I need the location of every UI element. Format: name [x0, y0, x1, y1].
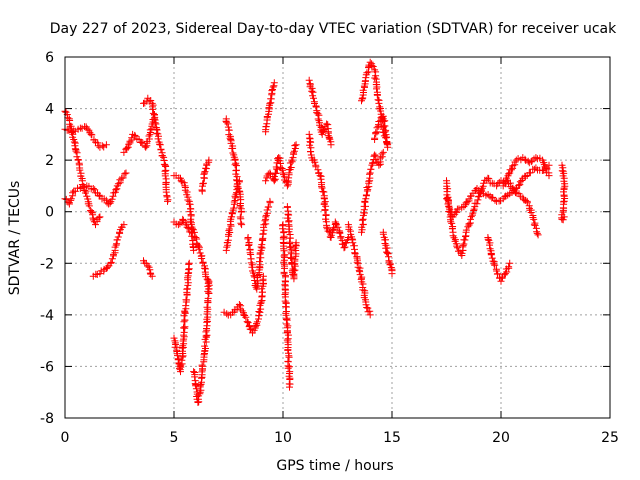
data-track [558, 161, 569, 224]
data-point-markers [190, 277, 213, 406]
data-point-markers [198, 156, 213, 195]
data-point-markers [484, 234, 514, 285]
data-point-markers [499, 154, 553, 190]
data-track [279, 221, 294, 391]
data-track [222, 177, 243, 254]
x-tick-label: 15 [383, 430, 401, 446]
data-track [305, 130, 352, 252]
data-point-markers [443, 161, 553, 221]
data-point-markers [379, 228, 396, 278]
data-track [120, 115, 158, 156]
x-tick-label: 10 [274, 430, 292, 446]
data-point-markers [358, 148, 387, 236]
data-track [344, 221, 374, 319]
grid-lines [65, 57, 610, 418]
data-track [170, 215, 198, 254]
data-track [305, 76, 335, 149]
data-point-markers [305, 130, 352, 252]
data-point-markers [558, 161, 569, 224]
data-points [61, 58, 569, 406]
data-track [140, 257, 156, 280]
data-track [170, 172, 213, 293]
y-tick-label: 2 [45, 153, 54, 169]
data-track [170, 259, 193, 376]
data-track [220, 272, 267, 337]
y-axis-ticks: -8 -6 -4 -2 0 2 4 6 [40, 50, 610, 427]
y-tick-label: -8 [40, 411, 54, 427]
data-track [371, 112, 392, 149]
x-tick-label: 20 [492, 430, 510, 446]
data-point-markers [283, 203, 300, 283]
data-track [379, 228, 396, 278]
data-point-markers [170, 215, 198, 254]
data-point-markers [279, 221, 294, 391]
chart-title: Day 227 of 2023, Sidereal Day-to-day VTE… [50, 21, 617, 37]
data-point-markers [120, 115, 158, 156]
data-point-markers [89, 221, 128, 280]
data-point-markers [344, 221, 374, 319]
data-track [499, 154, 553, 190]
data-track [140, 94, 172, 205]
data-point-markers [222, 177, 243, 254]
data-point-markers [140, 257, 156, 280]
data-point-markers [61, 123, 110, 151]
data-track [443, 161, 553, 221]
data-track [262, 79, 278, 136]
y-tick-label: -2 [40, 256, 54, 272]
data-track [358, 148, 387, 236]
data-point-markers [262, 79, 278, 136]
x-axis-label: GPS time / hours [276, 458, 393, 474]
plot-frame [64, 56, 611, 419]
x-tick-label: 25 [601, 430, 619, 446]
data-point-markers [222, 115, 246, 229]
x-tick-label: 0 [61, 430, 70, 446]
data-track [198, 156, 213, 195]
data-point-markers [140, 94, 172, 205]
data-track [61, 123, 110, 151]
y-tick-label: -6 [40, 359, 54, 375]
y-axis-label: SDTVAR / TECUs [7, 181, 23, 296]
data-track [484, 234, 514, 285]
data-track [190, 277, 213, 406]
data-track [244, 197, 274, 293]
data-point-markers [244, 197, 274, 293]
data-track [283, 203, 300, 283]
data-point-markers [170, 259, 193, 376]
data-point-markers [371, 112, 392, 149]
data-point-markers [170, 172, 213, 293]
data-point-markers [220, 272, 267, 337]
data-point-markers [262, 141, 300, 190]
data-point-markers [61, 169, 130, 208]
data-point-markers [443, 174, 542, 259]
data-track [61, 169, 130, 208]
y-tick-label: -4 [40, 308, 54, 324]
y-tick-label: 0 [45, 205, 54, 221]
y-tick-label: 4 [45, 102, 54, 118]
x-tick-label: 5 [170, 430, 179, 446]
data-track [89, 221, 128, 280]
x-axis-ticks: 0 5 10 15 20 25 [61, 57, 619, 446]
data-track [262, 141, 300, 190]
data-point-markers [305, 76, 335, 149]
data-track [222, 115, 246, 229]
data-track [443, 174, 542, 259]
y-tick-label: 6 [45, 50, 54, 66]
